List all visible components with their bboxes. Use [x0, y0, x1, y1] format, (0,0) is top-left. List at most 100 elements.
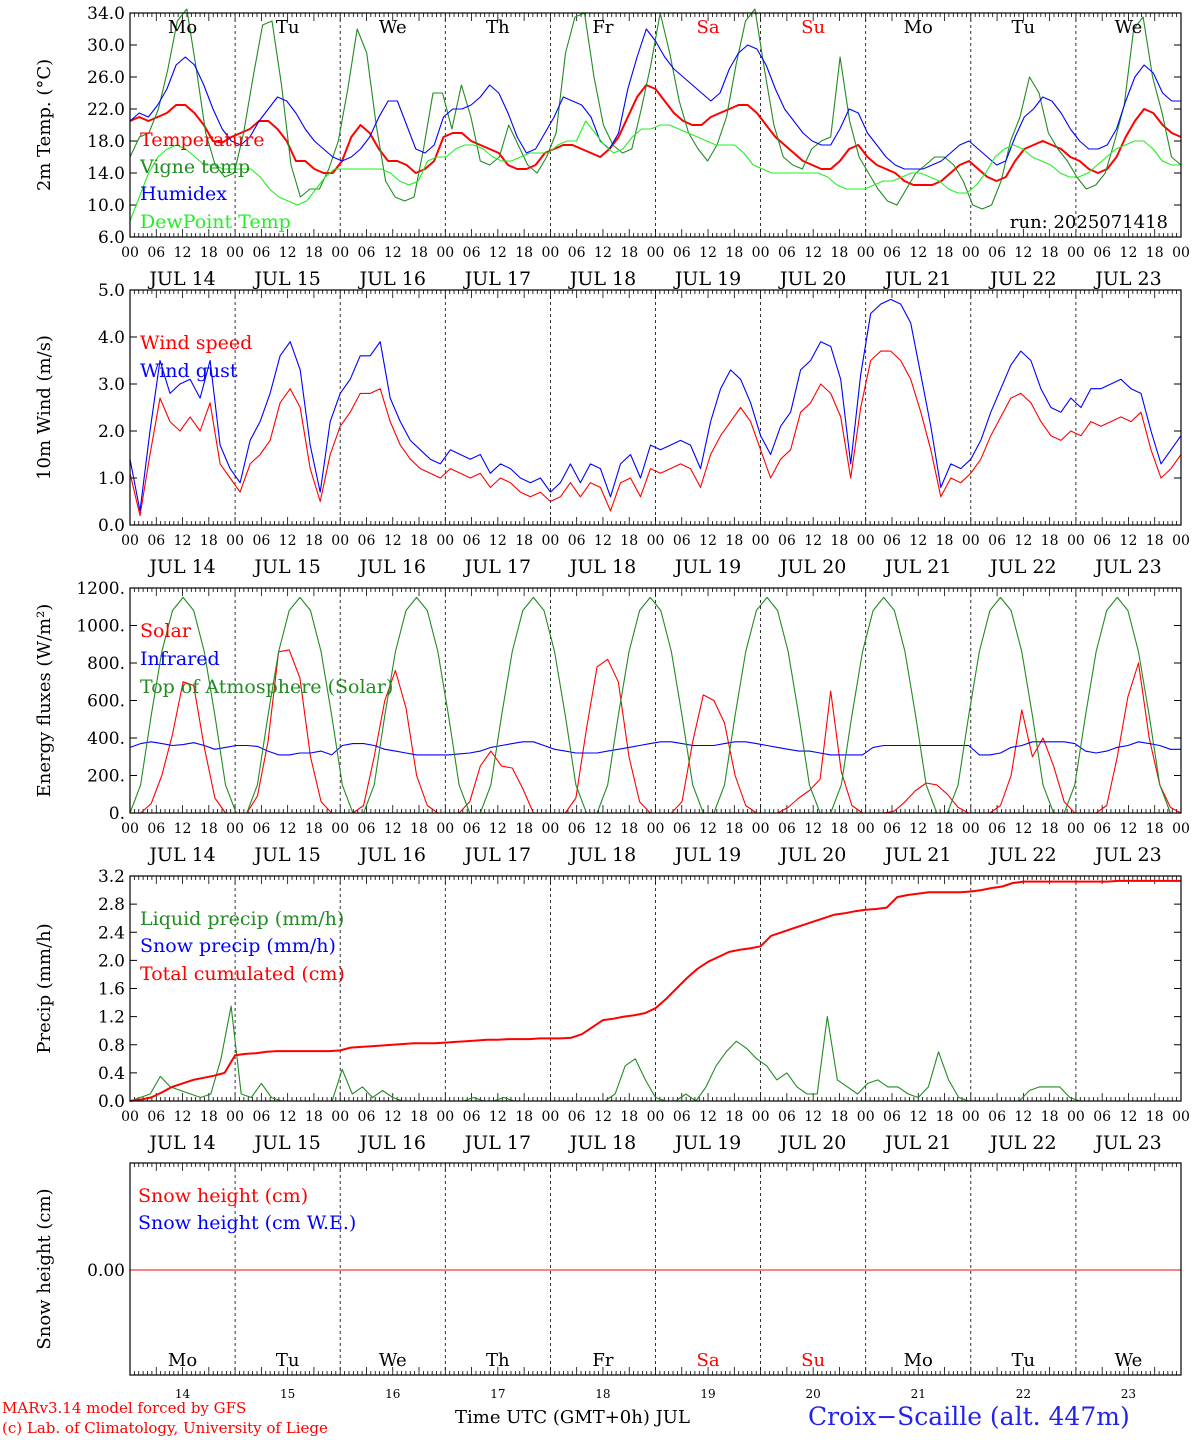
hour-label: 06 [988, 245, 1006, 261]
hour-label: 12 [174, 1109, 192, 1125]
legend-entry: Wind speed [140, 332, 252, 354]
panel-frame [129, 587, 1182, 814]
date-label: JUL 14 [147, 268, 215, 290]
hour-label: 00 [226, 245, 244, 261]
hour-label: 18 [410, 245, 428, 261]
day-number: 14 [175, 1387, 191, 1401]
date-label: JUL 18 [568, 268, 636, 290]
weekday-label: Mo [904, 1350, 933, 1371]
y-tick-label: 2.8 [98, 895, 125, 915]
hour-label: 06 [778, 821, 796, 837]
panel-2: 0.0 1.0 2.0 3.0 4.0 5.0 10m Wind (m/s) Wind spe… [34, 281, 1190, 578]
hour-label: 06 [147, 533, 165, 549]
panel-frame [129, 12, 1182, 238]
hour-label: 00 [331, 245, 349, 261]
date-label: JUL 22 [988, 268, 1056, 290]
hour-label: 12 [1120, 533, 1138, 549]
day-number: 20 [806, 1387, 821, 1401]
day-number: 17 [490, 1387, 505, 1401]
hour-label: 06 [883, 533, 901, 549]
weekday-label: Sa [697, 1350, 720, 1371]
y-tick-label: 18.0 [87, 132, 125, 152]
hour-label: 18 [515, 533, 533, 549]
hour-label: 00 [226, 821, 244, 837]
date-label: JUL 16 [358, 556, 426, 578]
hour-label: 00 [436, 245, 454, 261]
y-tick-label: 22.0 [87, 100, 125, 120]
hour-label: 06 [673, 1109, 691, 1125]
hour-label: 00 [121, 821, 139, 837]
hour-label: 18 [1041, 533, 1059, 549]
legend-entry: Liquid precip (mm/h) [140, 908, 344, 930]
hour-label: 18 [305, 533, 323, 549]
date-label: JUL 16 [358, 268, 426, 290]
hour-label: 18 [936, 1109, 954, 1125]
series-line-1 [129, 741, 1181, 756]
y-tick-label: 14.0 [87, 164, 125, 184]
hour-label: 00 [647, 821, 665, 837]
date-label: JUL 23 [1093, 268, 1161, 290]
weekday-label: Su [801, 1350, 825, 1371]
day-number: 22 [1016, 1387, 1031, 1401]
y-tick-label: 2.0 [98, 951, 125, 971]
hour-label: 18 [936, 821, 954, 837]
weekday-label: Th [486, 1350, 510, 1371]
hour-label: 00 [962, 533, 980, 549]
hour-label: 18 [725, 533, 743, 549]
y-tick-label: 200. [87, 767, 125, 787]
date-label: JUL 23 [1093, 1132, 1161, 1154]
hour-label: 12 [699, 245, 717, 261]
hour-label: 12 [909, 821, 927, 837]
y-axis-label: Snow height (cm) [34, 1188, 55, 1349]
hour-label: 06 [463, 533, 481, 549]
hour-label: 06 [778, 245, 796, 261]
hour-label: 00 [1172, 821, 1190, 837]
day-number: 21 [911, 1387, 926, 1401]
hour-label: 00 [1067, 245, 1085, 261]
date-label: JUL 17 [463, 268, 531, 290]
hour-label: 06 [463, 245, 481, 261]
weekday-label: Th [486, 17, 510, 38]
weekday-label: Sa [697, 17, 720, 38]
hour-label: 18 [1041, 1109, 1059, 1125]
y-tick-label: 0.0 [98, 1092, 125, 1112]
weekday-label: Fr [592, 17, 613, 38]
hour-label: 06 [988, 821, 1006, 837]
hour-label: 12 [804, 1109, 822, 1125]
hour-label: 00 [962, 245, 980, 261]
date-label: JUL 19 [673, 268, 741, 290]
hour-label: 18 [1146, 1109, 1164, 1125]
hour-label: 06 [778, 533, 796, 549]
hour-label: 00 [857, 245, 875, 261]
hour-label: 06 [673, 533, 691, 549]
hour-label: 18 [515, 1109, 533, 1125]
hour-label: 12 [384, 821, 402, 837]
hour-label: 06 [358, 1109, 376, 1125]
hour-label: 12 [384, 533, 402, 549]
y-tick-label: 400. [87, 729, 125, 749]
hour-label: 18 [305, 1109, 323, 1125]
date-label: JUL 21 [883, 556, 951, 578]
hour-label: 18 [620, 1109, 638, 1125]
y-tick-label: 1.6 [98, 980, 125, 1000]
hour-label: 12 [279, 245, 297, 261]
run-label: run: 2025071418 [1010, 212, 1168, 233]
y-axis-label: Energy fluxes (W/m²) [34, 604, 55, 798]
day-number: 16 [385, 1387, 400, 1401]
legend-entry: Vigne temp [139, 156, 250, 178]
hour-label: 18 [936, 533, 954, 549]
hour-label: 00 [752, 245, 770, 261]
hour-label: 06 [988, 533, 1006, 549]
date-label: JUL 19 [673, 844, 741, 866]
series-line-2 [129, 879, 1181, 1102]
y-tick-label: 26.0 [87, 68, 125, 88]
hour-label: 18 [620, 245, 638, 261]
hour-label: 06 [883, 245, 901, 261]
legend-entry: Snow precip (mm/h) [140, 935, 336, 957]
hour-label: 00 [121, 1109, 139, 1125]
hour-label: 00 [1172, 245, 1190, 261]
hour-label: 18 [515, 245, 533, 261]
hour-label: 12 [384, 1109, 402, 1125]
date-label: JUL 15 [252, 844, 320, 866]
hour-label: 00 [647, 533, 665, 549]
